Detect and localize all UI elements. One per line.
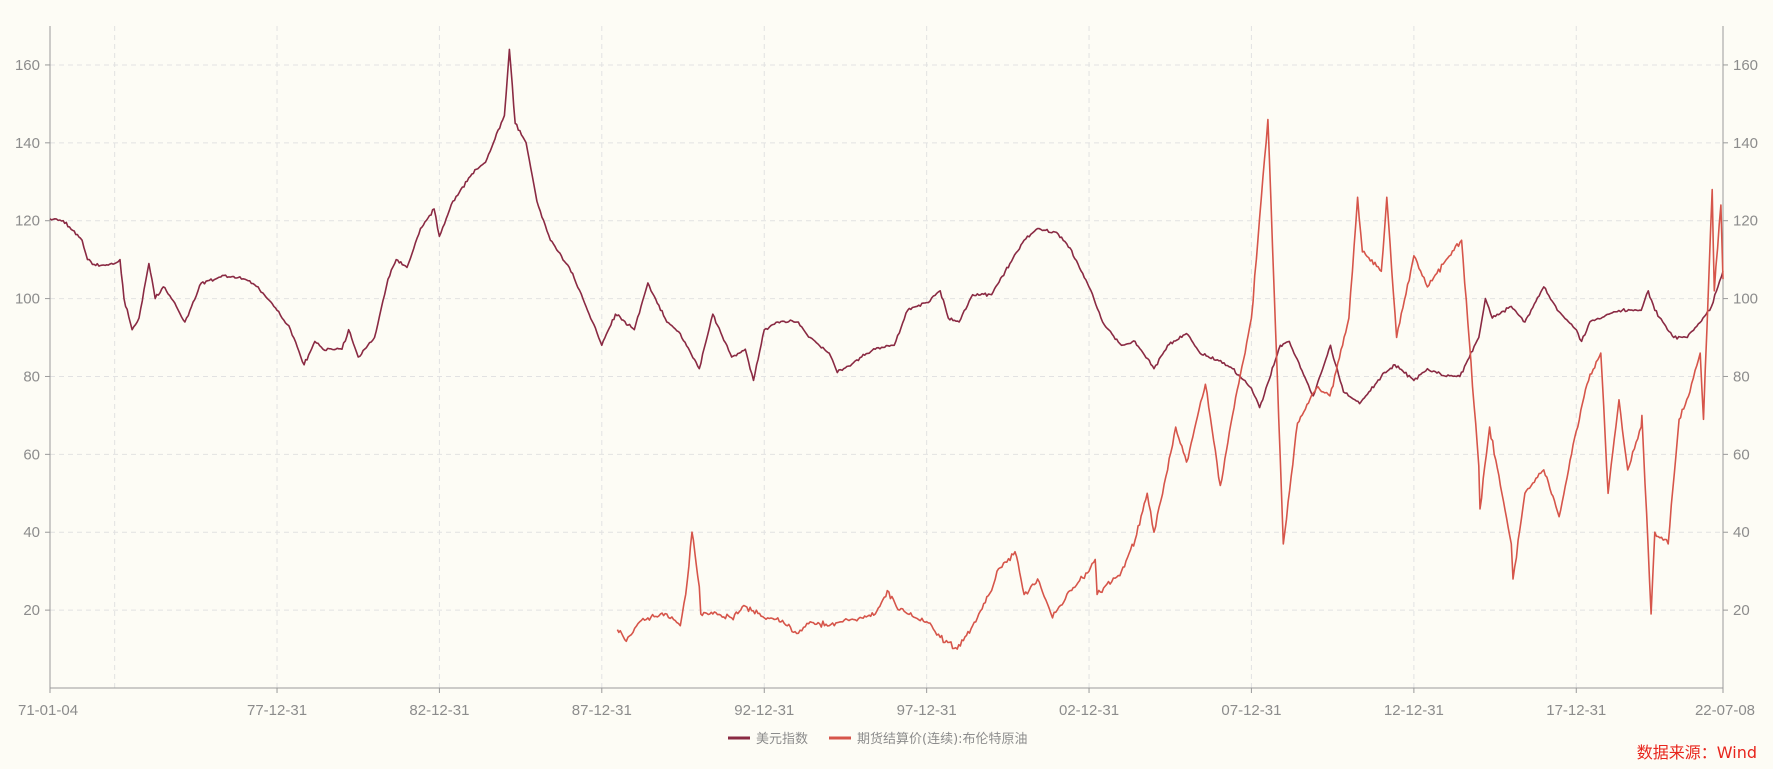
x-tick-label: 07-12-31 [1221,702,1281,719]
y-tick-label-left: 60 [23,446,40,463]
y-tick-label-left: 160 [15,57,40,74]
y-tick-label-right: 120 [1733,213,1758,230]
x-tick-label: 82-12-31 [409,702,469,719]
y-tick-label-right: 80 [1733,368,1750,385]
y-tick-label-right: 160 [1733,57,1758,74]
y-tick-label-left: 100 [15,291,40,308]
tick-layer: 20 20 40 40 60 60 80 80 100 100 120 120 140 140 160 160… [15,57,1758,719]
y-tick-label-left: 120 [15,213,40,230]
y-tick-label-right: 20 [1733,602,1750,619]
axis-layer [49,26,1724,689]
y-tick-label-right: 40 [1733,524,1750,541]
x-tick-label: 17-12-31 [1546,702,1606,719]
x-tick-label: 02-12-31 [1059,702,1119,719]
x-tick-label: 87-12-31 [572,702,632,719]
y-tick-label-left: 80 [23,368,40,385]
x-tick-label: 12-12-31 [1384,702,1444,719]
x-tick-label: 22-07-08 [1695,702,1755,719]
x-tick-label: 71-01-04 [18,702,78,719]
data-source-label: 数据来源：Wind [1636,743,1757,762]
legend-label: 美元指数 [756,732,808,747]
y-tick-label-left: 20 [23,602,40,619]
x-tick-label: 92-12-31 [734,702,794,719]
grid-layer [50,26,1723,688]
series-layer [49,48,1724,650]
y-tick-label-right: 60 [1733,446,1750,463]
y-tick-label-left: 40 [23,524,40,541]
x-tick-label: 77-12-31 [247,702,307,719]
y-tick-label-left: 140 [15,135,40,152]
legend-label: 期货结算价(连续):布伦特原油 [857,731,1028,747]
x-tick-label: 97-12-31 [897,702,957,719]
series-line-1 [616,118,1724,650]
series-line-0 [49,48,1724,409]
y-tick-label-right: 100 [1733,291,1758,308]
y-tick-label-right: 140 [1733,135,1758,152]
legend: 美元指数 期货结算价(连续):布伦特原油 [728,731,1028,747]
